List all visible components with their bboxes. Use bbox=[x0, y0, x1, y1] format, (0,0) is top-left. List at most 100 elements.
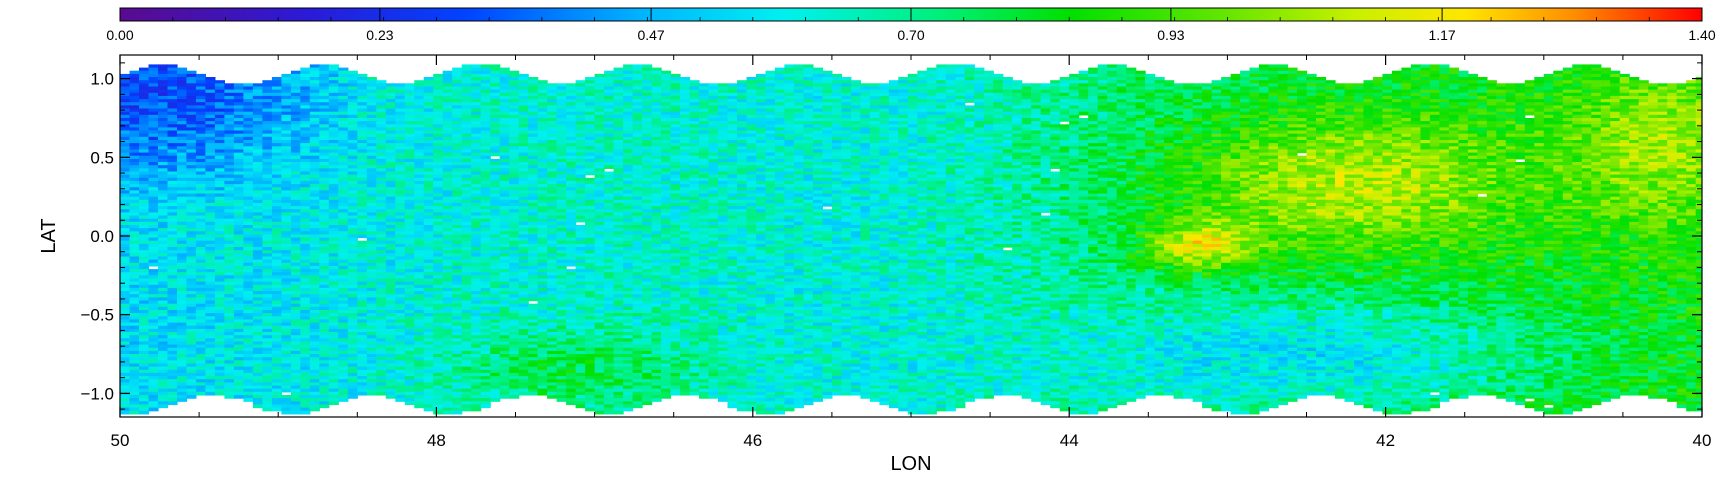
heatmap-cell bbox=[139, 221, 150, 226]
heatmap-cell bbox=[243, 385, 254, 390]
heatmap-cell bbox=[452, 108, 463, 113]
heatmap-cell bbox=[385, 313, 396, 317]
heatmap-cell bbox=[347, 152, 358, 157]
heatmap-cell bbox=[338, 262, 349, 267]
heatmap-cell bbox=[252, 391, 263, 396]
heatmap-cell bbox=[120, 265, 131, 270]
heatmap-cell bbox=[319, 64, 330, 69]
heatmap-cell bbox=[499, 357, 510, 361]
heatmap-cell bbox=[480, 247, 491, 251]
heatmap-cell bbox=[139, 165, 150, 169]
heatmap-cell bbox=[328, 118, 339, 122]
heatmap-cell bbox=[518, 379, 529, 383]
heatmap-cell bbox=[233, 231, 244, 236]
heatmap-cell bbox=[395, 130, 406, 135]
heatmap-cell bbox=[423, 152, 434, 157]
heatmap-cell bbox=[290, 243, 301, 248]
heatmap-cell bbox=[328, 114, 339, 119]
heatmap-cell bbox=[243, 177, 254, 182]
heatmap-cell bbox=[509, 354, 520, 358]
heatmap-cell bbox=[404, 379, 415, 383]
heatmap-cell bbox=[357, 376, 368, 380]
heatmap-cell bbox=[556, 398, 567, 402]
heatmap-cell bbox=[357, 306, 368, 311]
heatmap-cell bbox=[243, 284, 254, 289]
heatmap-cell bbox=[376, 265, 387, 270]
heatmap-cell bbox=[309, 319, 320, 324]
heatmap-cell bbox=[490, 256, 501, 261]
heatmap-cell bbox=[281, 328, 292, 333]
heatmap-cell bbox=[414, 287, 425, 292]
heatmap-cell bbox=[528, 360, 539, 365]
heatmap-cell bbox=[158, 177, 169, 182]
heatmap-cell bbox=[395, 105, 406, 110]
heatmap-cell bbox=[461, 284, 472, 289]
heatmap-cell bbox=[480, 350, 491, 355]
heatmap-cell bbox=[528, 275, 539, 280]
heatmap-cell bbox=[328, 228, 339, 232]
heatmap-cell bbox=[338, 118, 349, 122]
heatmap-cell bbox=[433, 187, 444, 191]
heatmap-cell bbox=[195, 265, 206, 270]
heatmap-cell bbox=[461, 319, 472, 324]
heatmap-cell bbox=[120, 89, 131, 94]
heatmap-cell bbox=[290, 199, 301, 204]
heatmap-cell bbox=[214, 325, 225, 330]
heatmap-cell bbox=[129, 247, 140, 251]
heatmap-cell bbox=[347, 177, 358, 182]
heatmap-cell bbox=[442, 398, 453, 402]
heatmap-cell bbox=[385, 316, 396, 321]
heatmap-cell bbox=[120, 338, 131, 343]
heatmap-cell bbox=[158, 86, 169, 91]
heatmap-cell bbox=[195, 158, 206, 163]
heatmap-cell bbox=[262, 344, 273, 349]
heatmap-cell bbox=[243, 332, 254, 336]
heatmap-cell bbox=[442, 306, 453, 311]
heatmap-cell bbox=[376, 297, 387, 302]
heatmap-cell bbox=[528, 250, 539, 254]
heatmap-cell bbox=[338, 136, 349, 141]
heatmap-cell bbox=[262, 171, 273, 176]
heatmap-cell bbox=[224, 322, 235, 327]
heatmap-cell bbox=[537, 86, 548, 91]
heatmap-cell bbox=[404, 177, 415, 182]
heatmap-cell bbox=[347, 237, 358, 242]
heatmap-cell bbox=[252, 240, 263, 245]
heatmap-cell bbox=[338, 391, 349, 396]
heatmap-cell bbox=[556, 328, 567, 333]
heatmap-cell bbox=[300, 218, 311, 223]
heatmap-cell bbox=[120, 328, 131, 333]
heatmap-cell bbox=[366, 310, 377, 314]
heatmap-cell bbox=[461, 300, 472, 305]
heatmap-cell bbox=[224, 325, 235, 330]
heatmap-cell bbox=[528, 259, 539, 264]
heatmap-cell bbox=[566, 118, 577, 122]
heatmap-cell bbox=[528, 338, 539, 343]
heatmap-cell bbox=[148, 199, 159, 204]
heatmap-cell bbox=[186, 372, 197, 377]
heatmap-cell bbox=[139, 174, 150, 179]
heatmap-cell bbox=[566, 133, 577, 138]
heatmap-cell bbox=[490, 269, 501, 273]
heatmap-cell bbox=[233, 102, 244, 106]
heatmap-cell bbox=[423, 206, 434, 210]
heatmap-cell bbox=[509, 70, 520, 75]
heatmap-cell bbox=[177, 225, 188, 229]
heatmap-cell bbox=[347, 363, 358, 368]
heatmap-cell bbox=[423, 168, 434, 173]
heatmap-cell bbox=[139, 80, 150, 84]
heatmap-cell bbox=[471, 136, 482, 141]
heatmap-cell bbox=[395, 256, 406, 261]
heatmap-cell bbox=[376, 228, 387, 232]
heatmap-cell bbox=[205, 228, 216, 232]
heatmap-cell bbox=[309, 325, 320, 330]
heatmap-cell bbox=[338, 306, 349, 311]
heatmap-cell bbox=[433, 300, 444, 305]
heatmap-cell bbox=[262, 206, 273, 210]
heatmap-cell bbox=[357, 265, 368, 270]
heatmap-cell bbox=[376, 300, 387, 305]
heatmap-cell bbox=[243, 218, 254, 223]
heatmap-cell bbox=[385, 92, 396, 97]
heatmap-cell bbox=[120, 363, 131, 368]
heatmap-cell bbox=[528, 385, 539, 390]
